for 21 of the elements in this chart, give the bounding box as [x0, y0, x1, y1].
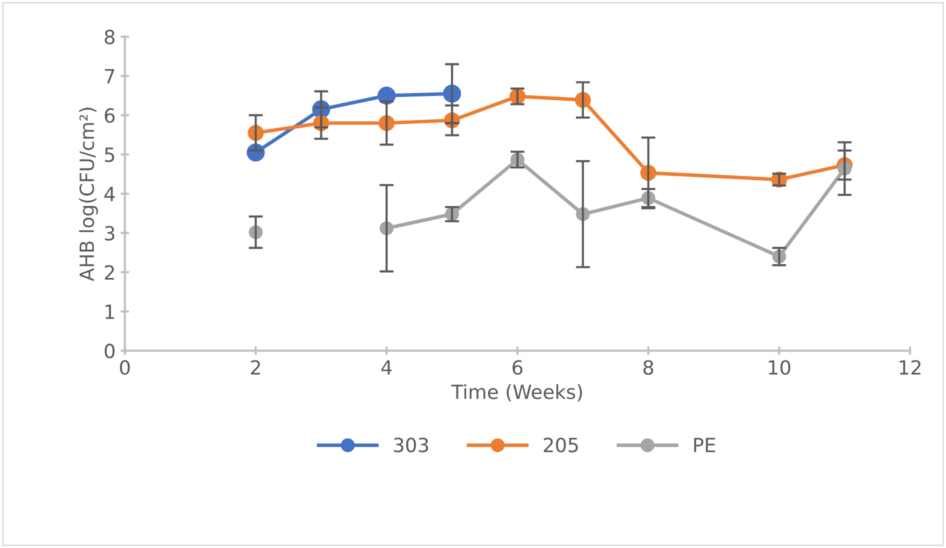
y-tick-label: 5 — [104, 148, 114, 162]
x-tick-label: 10 — [768, 360, 790, 375]
y-tick-label: 2 — [104, 265, 114, 280]
legend-label: 303 — [394, 438, 428, 452]
x-tick-label: 12 — [900, 360, 920, 375]
y-tick-label: 8 — [104, 30, 115, 44]
x-tick-label: 6 — [512, 360, 522, 375]
y-tick-label: 1 — [106, 304, 114, 319]
x-tick-label: 2 — [250, 360, 260, 375]
x-axis-title: Time (Weeks) — [451, 384, 582, 402]
legend-label: PE — [694, 438, 716, 452]
y-tick-label: 3 — [104, 226, 114, 241]
y-axis-title: AHB log(CFU/cm²) — [79, 108, 98, 282]
y-tick-label: 6 — [104, 108, 115, 123]
x-tick-label: 4 — [381, 360, 392, 375]
legend-label: 205 — [544, 438, 578, 452]
x-tick-label: 8 — [643, 360, 654, 375]
y-tick-label: 0 — [104, 344, 115, 358]
y-tick-label: 4 — [104, 186, 115, 202]
y-tick-label: 7 — [105, 69, 114, 84]
x-tick-label: 0 — [120, 360, 130, 375]
